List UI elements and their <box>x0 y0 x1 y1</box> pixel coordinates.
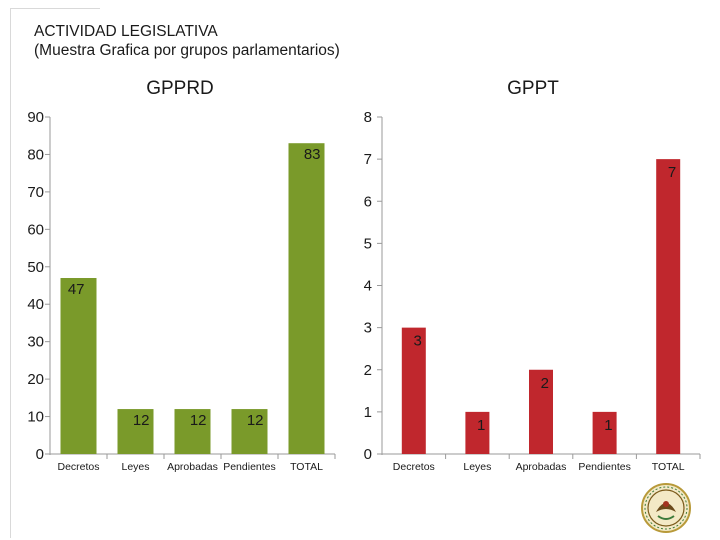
data-label: 47 <box>68 281 85 298</box>
data-label: 12 <box>190 412 207 429</box>
y-tick-label: 0 <box>36 446 44 463</box>
y-tick-label: 30 <box>27 334 44 351</box>
bar-leyes <box>465 411 490 454</box>
y-tick-label: 7 <box>364 151 372 168</box>
x-tick-label: Leyes <box>463 461 491 473</box>
bar-aprobadas <box>174 409 211 454</box>
x-tick-label: TOTAL <box>652 461 685 473</box>
y-tick-label: 8 <box>364 109 372 126</box>
bar-aprobadas <box>529 369 553 454</box>
x-tick-label: Aprobadas <box>516 461 567 473</box>
bar-total <box>656 159 681 454</box>
y-tick-label: 4 <box>364 278 372 295</box>
data-label: 83 <box>304 146 321 163</box>
chart-gpprd: GPPRD 0 10 20 30 40 50 60 70 80 90 47 Decretos 12 Leye… <box>27 78 336 473</box>
data-label: 3 <box>413 333 421 350</box>
x-tick-label: Pendientes <box>578 461 631 473</box>
y-tick-label: 3 <box>364 320 372 337</box>
chart-title: GPPT <box>507 78 559 99</box>
slide-left-rule <box>10 8 11 538</box>
y-tick-label: 5 <box>364 235 372 252</box>
data-label: 12 <box>247 412 264 429</box>
y-tick-label: 10 <box>27 409 44 426</box>
bar-decretos <box>60 278 97 454</box>
y-tick-label: 20 <box>27 371 44 388</box>
x-tick-label: Decretos <box>57 461 99 473</box>
y-tick-label: 2 <box>364 362 372 379</box>
slide-title-line1: ACTIVIDAD LEGISLATIVA <box>34 23 218 40</box>
bar-pendientes <box>592 411 617 454</box>
data-label: 12 <box>133 412 150 429</box>
y-tick-label: 6 <box>364 193 372 210</box>
data-label: 2 <box>541 375 549 392</box>
x-tick-label: TOTAL <box>290 461 323 473</box>
bar-decretos <box>401 327 426 454</box>
seal-icon <box>641 483 691 533</box>
bar-pendientes <box>231 409 268 454</box>
y-tick-label: 50 <box>27 259 44 276</box>
data-label: 1 <box>477 417 485 434</box>
y-tick-label: 70 <box>27 184 44 201</box>
x-tick-label: Leyes <box>121 461 149 473</box>
chart-title: GPPRD <box>146 78 214 99</box>
y-tick-label: 0 <box>364 446 372 463</box>
slide-title-line2: (Muestra Grafica por grupos parlamentari… <box>34 42 340 59</box>
slide-title: ACTIVIDAD LEGISLATIVA (Muestra Grafica p… <box>34 22 340 60</box>
slide-top-rule <box>10 8 100 9</box>
bar-leyes <box>117 409 154 454</box>
data-label: 7 <box>668 164 676 181</box>
y-tick-label: 1 <box>364 404 372 421</box>
chart-gppt: GPPT 0 1 2 3 4 5 6 7 8 3 Decretos 1 Leyes 2 Aprobadas 1 P… <box>364 78 701 473</box>
y-tick-label: 80 <box>27 146 44 163</box>
bar-total <box>288 143 325 454</box>
y-tick-label: 60 <box>27 221 44 238</box>
data-label: 1 <box>604 417 612 434</box>
y-tick-label: 90 <box>27 109 44 126</box>
x-tick-label: Aprobadas <box>167 461 218 473</box>
x-tick-label: Decretos <box>393 461 435 473</box>
y-tick-label: 40 <box>27 296 44 313</box>
x-tick-label: Pendientes <box>223 461 276 473</box>
